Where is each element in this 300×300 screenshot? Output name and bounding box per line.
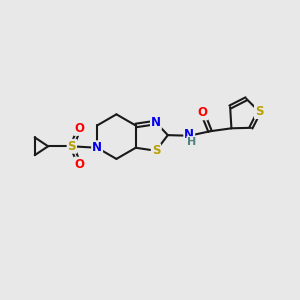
Text: H: H xyxy=(187,137,196,147)
Text: N: N xyxy=(92,141,102,154)
Text: O: O xyxy=(74,158,84,171)
Text: O: O xyxy=(74,122,84,135)
Text: O: O xyxy=(198,106,208,119)
Text: S: S xyxy=(68,140,76,153)
Text: N: N xyxy=(184,128,194,141)
Text: S: S xyxy=(255,105,263,118)
Text: S: S xyxy=(152,144,160,157)
Text: N: N xyxy=(151,116,161,129)
